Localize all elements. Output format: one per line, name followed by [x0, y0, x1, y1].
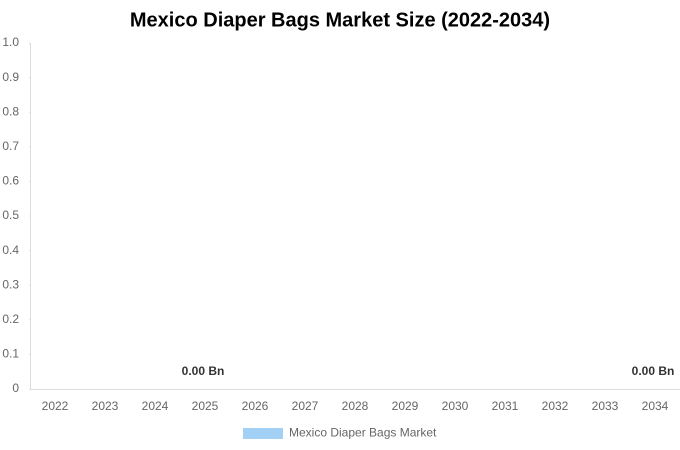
x-tick-label: 2033	[592, 399, 619, 413]
x-tick-label: 2026	[242, 399, 269, 413]
x-tick-label: 2031	[492, 399, 519, 413]
x-tick-label: 2027	[292, 399, 319, 413]
x-tick-label: 2028	[342, 399, 369, 413]
y-tick-label: 0.4	[2, 243, 19, 257]
data-label: 0.00 Bn	[182, 364, 225, 378]
legend-swatch	[243, 428, 283, 439]
y-tick-label: 0.3	[2, 277, 19, 291]
x-tick-label: 2024	[142, 399, 169, 413]
x-tick-label: 2029	[392, 399, 419, 413]
chart-title: Mexico Diaper Bags Market Size (2022-203…	[130, 9, 550, 31]
y-tick-label: 0	[12, 381, 19, 395]
y-tick-label: 0.5	[2, 208, 19, 222]
x-tick-label: 2025	[192, 399, 219, 413]
data-label: 0.00 Bn	[632, 364, 675, 378]
legend-label: Mexico Diaper Bags Market	[289, 426, 437, 440]
x-tick-label: 2034	[642, 399, 669, 413]
x-tick-label: 2023	[92, 399, 119, 413]
x-tick-label: 2030	[442, 399, 469, 413]
y-tick-label: 0.2	[2, 312, 19, 326]
y-tick-label: 0.8	[2, 104, 19, 118]
y-tick-label: 0.1	[2, 347, 19, 361]
x-tick-label: 2022	[42, 399, 69, 413]
y-tick-label: 0.6	[2, 174, 19, 188]
y-tick-label: 1.0	[2, 35, 19, 49]
x-tick-label: 2032	[542, 399, 569, 413]
y-tick-label: 0.7	[2, 139, 19, 153]
y-tick-label: 0.9	[2, 70, 19, 84]
